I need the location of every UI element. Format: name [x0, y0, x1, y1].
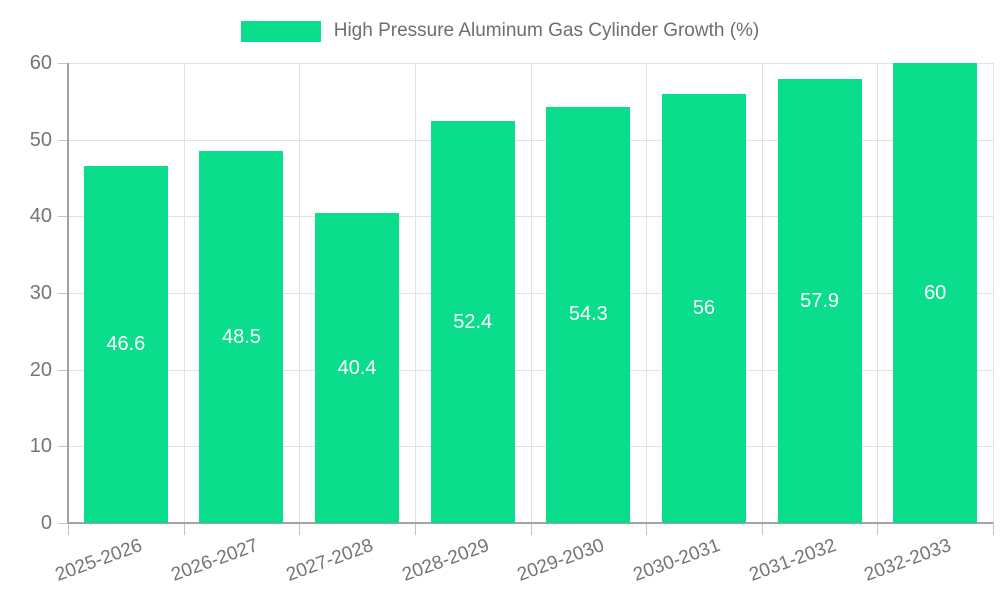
bar-value-label: 52.4 — [453, 310, 493, 333]
y-axis-tick-mark — [58, 63, 68, 64]
x-axis-tick-label: 2026-2027 — [168, 535, 261, 586]
bar[interactable]: 48.5 — [199, 151, 284, 523]
x-axis-tick-label: 2029-2030 — [514, 535, 608, 586]
y-axis-tick-label: 10 — [29, 435, 52, 458]
bar-value-label: 48.5 — [221, 325, 261, 348]
gridline-vertical — [646, 63, 648, 523]
gridline-vertical — [183, 63, 185, 523]
bar-value-label: 57.9 — [800, 289, 840, 312]
x-axis-tick-label: 2030-2031 — [630, 535, 724, 586]
bar-value-label: 56 — [692, 296, 716, 319]
x-axis-tick-mark — [414, 523, 416, 535]
y-axis-tick-label: 0 — [40, 512, 52, 534]
y-axis-tick-label: 40 — [29, 205, 52, 228]
bar[interactable]: 56 — [661, 93, 746, 523]
bar-value-label: 40.4 — [337, 356, 377, 379]
y-axis-tick-label: 50 — [29, 128, 52, 151]
bar-value-label: 54.3 — [568, 303, 608, 326]
x-axis-tick-mark — [530, 523, 532, 535]
y-axis-tick-label: 30 — [29, 282, 52, 304]
bar[interactable]: 52.4 — [430, 121, 515, 523]
legend-swatch — [240, 20, 321, 42]
x-axis-tick-mark — [646, 523, 648, 535]
y-axis-tick-mark — [58, 293, 68, 294]
x-axis-tick-mark — [877, 523, 879, 535]
x-axis-tick-label: 2025-2026 — [52, 535, 145, 586]
x-axis-tick-label: 2032-2033 — [861, 535, 955, 586]
gridline-vertical — [414, 63, 416, 523]
bar[interactable]: 40.4 — [315, 213, 400, 523]
bar[interactable]: 57.9 — [777, 79, 862, 523]
gridline-vertical — [993, 63, 994, 523]
y-axis-tick-mark — [58, 139, 68, 141]
y-axis-tick-mark — [58, 446, 68, 448]
gridline-vertical — [761, 63, 763, 523]
x-axis-tick-mark — [68, 523, 69, 535]
x-axis-tick-label: 2031-2032 — [746, 535, 839, 586]
legend-label: High Pressure Aluminum Gas Cylinder Grow… — [333, 20, 760, 41]
y-axis-line — [67, 63, 69, 523]
gridline-vertical — [877, 63, 879, 523]
plot-area: 46.6 48.5 40.4 52.4 54.3 56 57.9 60 — [58, 63, 994, 535]
x-axis-tick-mark — [761, 523, 763, 535]
legend-item[interactable]: High Pressure Aluminum Gas Cylinder Grow… — [0, 20, 1000, 42]
bar[interactable]: 54.3 — [546, 106, 631, 523]
y-axis-tick-label: 20 — [29, 358, 52, 381]
gridline-vertical — [530, 63, 532, 523]
x-axis-tick-mark — [299, 523, 301, 535]
x-axis-tick-label: 2027-2028 — [283, 535, 377, 586]
x-axis-tick-label: 2028-2029 — [399, 535, 492, 586]
bar-value-label: 46.6 — [106, 332, 146, 355]
y-axis-tick-mark — [58, 369, 68, 371]
bar[interactable]: 60 — [893, 63, 978, 523]
x-axis-line — [67, 522, 993, 524]
x-axis-tick-mark — [993, 523, 994, 535]
bar[interactable]: 46.6 — [83, 165, 168, 523]
y-axis-tick-mark — [58, 523, 68, 524]
y-axis-tick-label: 60 — [29, 52, 52, 74]
y-axis-tick-mark — [58, 216, 68, 218]
gridline-vertical — [299, 63, 301, 523]
bar-value-label: 60 — [924, 281, 947, 304]
x-axis-tick-mark — [183, 523, 185, 535]
